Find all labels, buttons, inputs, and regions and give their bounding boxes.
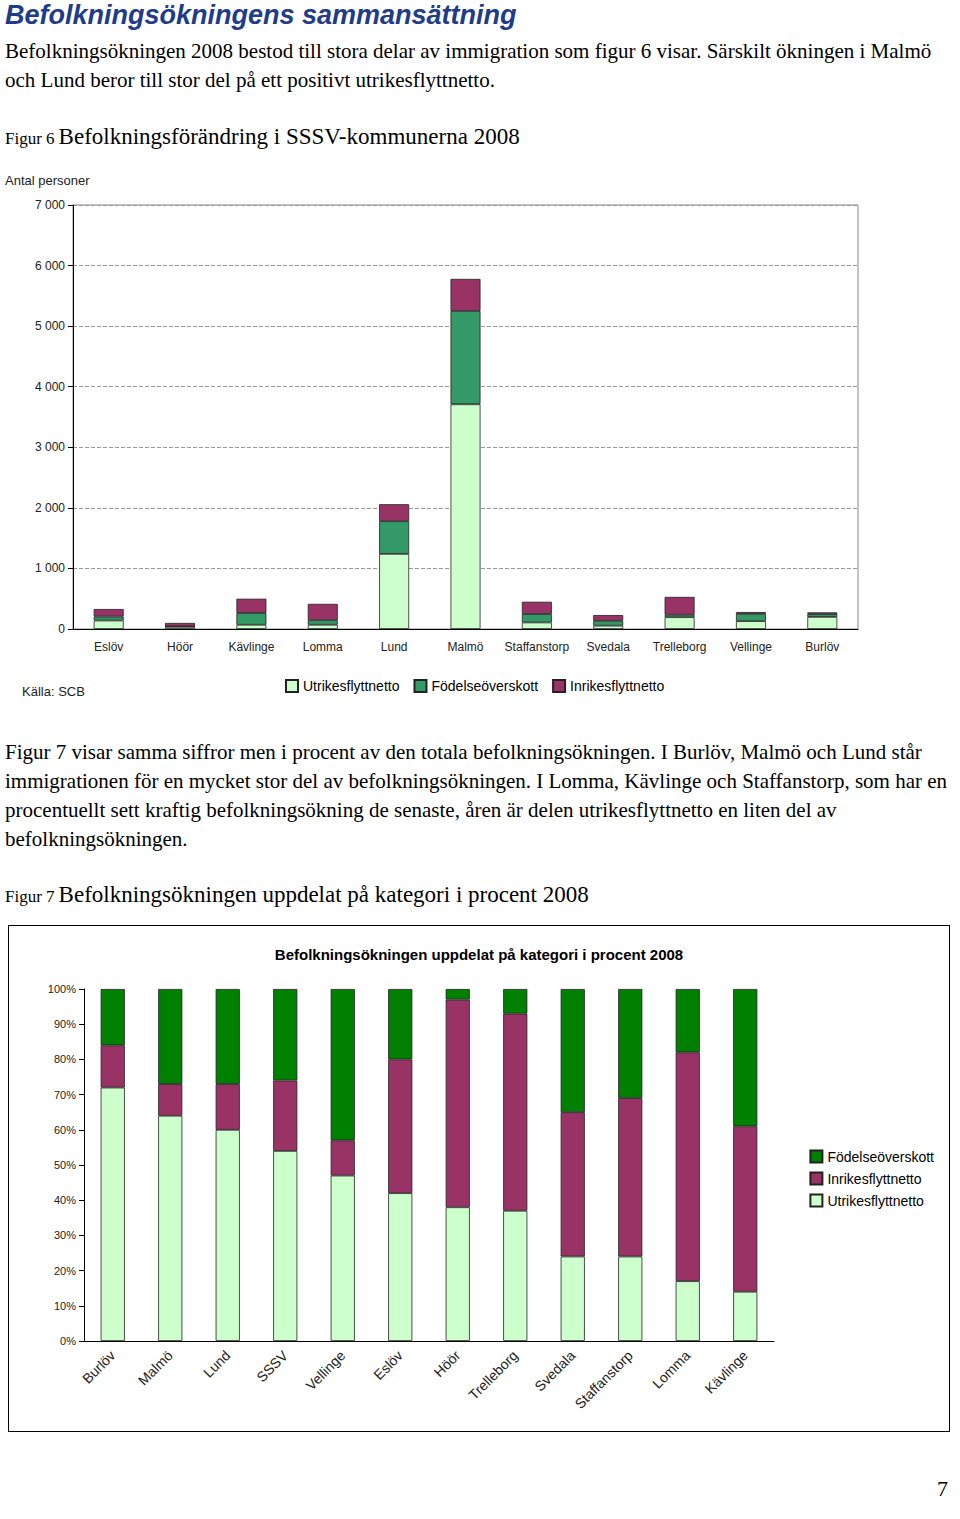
svg-text:30%: 30%	[54, 1229, 76, 1241]
svg-text:Burlöv: Burlöv	[805, 640, 839, 654]
svg-text:Kävlinge: Kävlinge	[228, 640, 274, 654]
svg-text:Malmö: Malmö	[135, 1347, 176, 1388]
html-text:Befolkningsökningen 2008 besto: Befolkningsökningen 2008 bestod till sto…	[5, 39, 932, 92]
svg-text:Lund: Lund	[200, 1347, 233, 1380]
svg-text:Trelleborg: Trelleborg	[653, 640, 707, 654]
svg-text:Vellinge: Vellinge	[302, 1347, 348, 1393]
svg-text:Utrikesflyttnetto: Utrikesflyttnetto	[827, 1193, 924, 1209]
svg-text:Höör: Höör	[431, 1347, 464, 1380]
svg-text:10%: 10%	[54, 1300, 76, 1312]
svg-text:50%: 50%	[54, 1159, 76, 1171]
html-text:Figur 7Befolkningsökningen upp: Figur 7Befolkningsökningen uppdelat på k…	[5, 882, 589, 907]
svg-text:4 000: 4 000	[35, 380, 65, 394]
svg-text:Inrikesflyttnetto: Inrikesflyttnetto	[570, 678, 664, 694]
svg-text:Födelseöverskott: Födelseöverskott	[431, 678, 538, 694]
svg-text:Kävlinge: Kävlinge	[702, 1347, 751, 1396]
svg-text:Höör: Höör	[167, 640, 193, 654]
svg-text:Eslöv: Eslöv	[94, 640, 123, 654]
svg-text:60%: 60%	[54, 1124, 76, 1136]
svg-text:Källa: SCB: Källa: SCB	[22, 684, 85, 699]
svg-text:7 000: 7 000	[35, 198, 65, 212]
svg-text:Födelseöverskott: Födelseöverskott	[827, 1149, 934, 1165]
html-text:7: 7	[937, 1476, 948, 1501]
svg-text:90%: 90%	[54, 1018, 76, 1030]
svg-text:100%: 100%	[48, 983, 76, 995]
svg-text:Staffanstorp: Staffanstorp	[571, 1347, 636, 1412]
svg-text:Svedala: Svedala	[531, 1347, 578, 1394]
svg-text:Malmö: Malmö	[447, 640, 483, 654]
svg-text:20%: 20%	[54, 1265, 76, 1277]
svg-text:1 000: 1 000	[35, 561, 65, 575]
svg-text:SSSV: SSSV	[253, 1347, 291, 1385]
svg-text:Befolkningsökningen uppdelat p: Befolkningsökningen uppdelat på kategori…	[275, 946, 683, 963]
svg-text:3 000: 3 000	[35, 440, 65, 454]
svg-text:0: 0	[58, 622, 65, 636]
svg-text:Trelleborg: Trelleborg	[465, 1347, 520, 1402]
html-text:Befolkningsökningens sammansät: Befolkningsökningens sammansättning	[5, 0, 517, 30]
html-text:Figur 7 visar samma siffror me: Figur 7 visar samma siffror men i procen…	[5, 740, 948, 851]
svg-text:2 000: 2 000	[35, 501, 65, 515]
svg-text:Lomma: Lomma	[649, 1347, 693, 1391]
svg-text:Lund: Lund	[381, 640, 408, 654]
svg-text:Antal personer: Antal personer	[5, 173, 90, 188]
svg-text:Staffanstorp: Staffanstorp	[505, 640, 570, 654]
svg-text:80%: 80%	[54, 1053, 76, 1065]
svg-text:Utrikesflyttnetto: Utrikesflyttnetto	[303, 678, 400, 694]
svg-text:5 000: 5 000	[35, 319, 65, 333]
svg-text:70%: 70%	[54, 1089, 76, 1101]
svg-text:6 000: 6 000	[35, 259, 65, 273]
svg-text:Burlöv: Burlöv	[79, 1347, 118, 1386]
svg-text:Eslöv: Eslöv	[370, 1347, 405, 1382]
svg-text:Lomma: Lomma	[303, 640, 343, 654]
svg-text:Vellinge: Vellinge	[730, 640, 772, 654]
html-text:Figur 6Befolkningsförändring i: Figur 6Befolkningsförändring i SSSV-komm…	[5, 124, 520, 149]
svg-text:Svedala: Svedala	[587, 640, 631, 654]
svg-text:0%: 0%	[60, 1335, 76, 1347]
svg-text:40%: 40%	[54, 1194, 76, 1206]
svg-text:Inrikesflyttnetto: Inrikesflyttnetto	[827, 1171, 921, 1187]
